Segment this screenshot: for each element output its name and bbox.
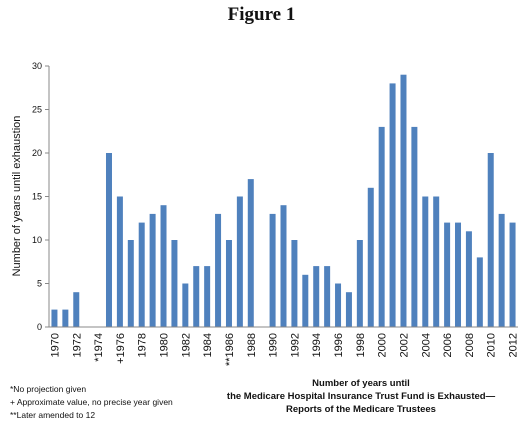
bar (116, 196, 123, 327)
caption-line-1: Number of years until (312, 378, 410, 389)
footnote-amended: **Later amended to 12 (10, 410, 96, 420)
bar (476, 257, 483, 327)
bar (182, 283, 189, 327)
bars (51, 74, 516, 328)
caption-line-3: Reports of the Medicare Trustees (286, 404, 436, 415)
x-axis: 1970 1972 *1974 +1976 1978 1980 1982 1984 **1986… (49, 326, 520, 366)
bar (345, 292, 352, 327)
x-tick-label: 2006 (442, 333, 454, 357)
bar (51, 309, 58, 327)
x-tick-label: 1970 (49, 333, 61, 357)
y-tick-label: 25 (32, 105, 42, 115)
bar (236, 196, 243, 327)
bar (367, 187, 374, 327)
x-tick-label: +1976 (115, 333, 127, 364)
x-tick-label: 1978 (137, 333, 149, 357)
bar (433, 196, 440, 327)
bar (127, 240, 134, 327)
x-tick-label: 2004 (420, 333, 432, 357)
bar (160, 205, 167, 327)
x-tick-label: 1990 (268, 333, 280, 357)
x-tick-label: 1984 (202, 333, 214, 357)
x-tick-label: 1996 (333, 333, 345, 357)
x-tick-label: 1994 (311, 333, 323, 357)
bar (225, 240, 232, 327)
bar (204, 266, 211, 327)
bar (149, 213, 156, 327)
bar (378, 126, 385, 328)
bar (138, 222, 145, 327)
bar (335, 283, 342, 327)
bar (105, 153, 112, 327)
y-tick-label: 10 (32, 235, 42, 245)
caption-line-2: the Medicare Hospital Insurance Trust Fu… (226, 391, 496, 402)
x-tick-label: **1986 (224, 333, 236, 366)
y-tick-label: 15 (32, 192, 42, 202)
bar (171, 240, 178, 327)
x-tick-label: 1998 (355, 333, 367, 357)
x-tick-label: 2000 (377, 333, 389, 357)
y-tick-label: 5 (37, 279, 42, 289)
bar (444, 222, 451, 327)
bar (509, 222, 516, 327)
bar (411, 126, 418, 328)
x-tick-label: 1988 (246, 333, 258, 357)
bar (324, 266, 331, 327)
bar (498, 213, 505, 327)
footnote-no-projection: *No projection given (10, 384, 87, 394)
bar (465, 231, 472, 327)
x-tick-label: 1992 (289, 333, 301, 357)
bar (280, 205, 287, 327)
bar (356, 240, 363, 327)
y-tick-label: 30 (32, 61, 42, 71)
x-tick-label: 1980 (159, 333, 171, 357)
bar (455, 222, 462, 327)
bar (247, 179, 254, 327)
bar (193, 266, 200, 327)
footnote-approximate: + Approximate value, no precise year giv… (10, 397, 173, 407)
y-axis: 0 5 10 15 20 25 30 (32, 61, 50, 332)
bar (73, 292, 80, 327)
bar (487, 153, 494, 327)
chart-caption: Number of years until the Medicare Hospi… (216, 377, 506, 416)
x-tick-label: 1972 (71, 333, 83, 357)
bar (302, 274, 309, 327)
x-tick-label: 2008 (464, 333, 476, 357)
bar (269, 213, 276, 327)
bar (400, 74, 407, 327)
y-tick-label: 20 (32, 148, 42, 158)
x-tick-label: 1982 (180, 333, 192, 357)
y-tick-label: 0 (37, 322, 42, 332)
bar (62, 309, 69, 327)
bar (389, 83, 396, 328)
bar (291, 240, 298, 327)
bar (313, 266, 320, 327)
x-tick-label: 2012 (508, 333, 520, 357)
x-tick-label: 2002 (398, 333, 410, 357)
x-tick-label: *1974 (93, 333, 105, 362)
figure-title: Figure 1 (227, 4, 296, 25)
y-axis-label: Number of years until exhaustion (11, 116, 23, 277)
bar (422, 196, 429, 327)
x-tick-label: 2010 (486, 333, 498, 357)
bar (215, 213, 222, 327)
